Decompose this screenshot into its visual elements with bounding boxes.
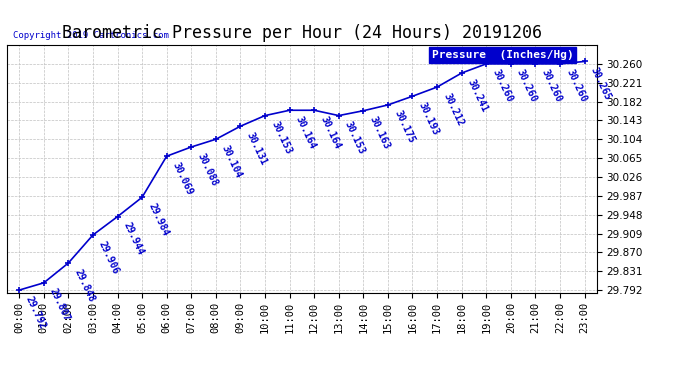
Text: 30.131: 30.131 bbox=[244, 130, 268, 166]
Text: 30.260: 30.260 bbox=[491, 68, 514, 104]
Text: 30.241: 30.241 bbox=[466, 77, 490, 113]
Text: Pressure  (Inches/Hg): Pressure (Inches/Hg) bbox=[432, 50, 573, 60]
Text: 29.906: 29.906 bbox=[97, 239, 121, 275]
Text: 30.164: 30.164 bbox=[318, 114, 342, 151]
Text: 29.807: 29.807 bbox=[48, 287, 72, 323]
Text: 30.265: 30.265 bbox=[589, 66, 613, 102]
Title: Barometric Pressure per Hour (24 Hours) 20191206: Barometric Pressure per Hour (24 Hours) … bbox=[62, 24, 542, 42]
Text: Copyright 2019 Cartronics.com: Copyright 2019 Cartronics.com bbox=[13, 31, 168, 40]
Text: 29.792: 29.792 bbox=[23, 294, 48, 330]
Text: 30.153: 30.153 bbox=[269, 120, 293, 156]
Text: 30.260: 30.260 bbox=[540, 68, 564, 104]
Text: 29.984: 29.984 bbox=[146, 201, 170, 238]
Text: 30.088: 30.088 bbox=[195, 151, 219, 188]
Text: 30.069: 30.069 bbox=[171, 160, 195, 196]
Text: 29.848: 29.848 bbox=[72, 267, 97, 303]
Text: 30.104: 30.104 bbox=[220, 143, 244, 180]
Text: 30.163: 30.163 bbox=[368, 115, 391, 151]
Text: 30.153: 30.153 bbox=[343, 120, 367, 156]
Text: 30.260: 30.260 bbox=[515, 68, 539, 104]
Text: 30.175: 30.175 bbox=[392, 109, 416, 145]
Text: 30.193: 30.193 bbox=[417, 100, 441, 136]
Text: 30.260: 30.260 bbox=[564, 68, 588, 104]
Text: 29.944: 29.944 bbox=[121, 221, 146, 257]
Text: 30.164: 30.164 bbox=[294, 114, 317, 151]
Text: 30.212: 30.212 bbox=[441, 91, 465, 128]
